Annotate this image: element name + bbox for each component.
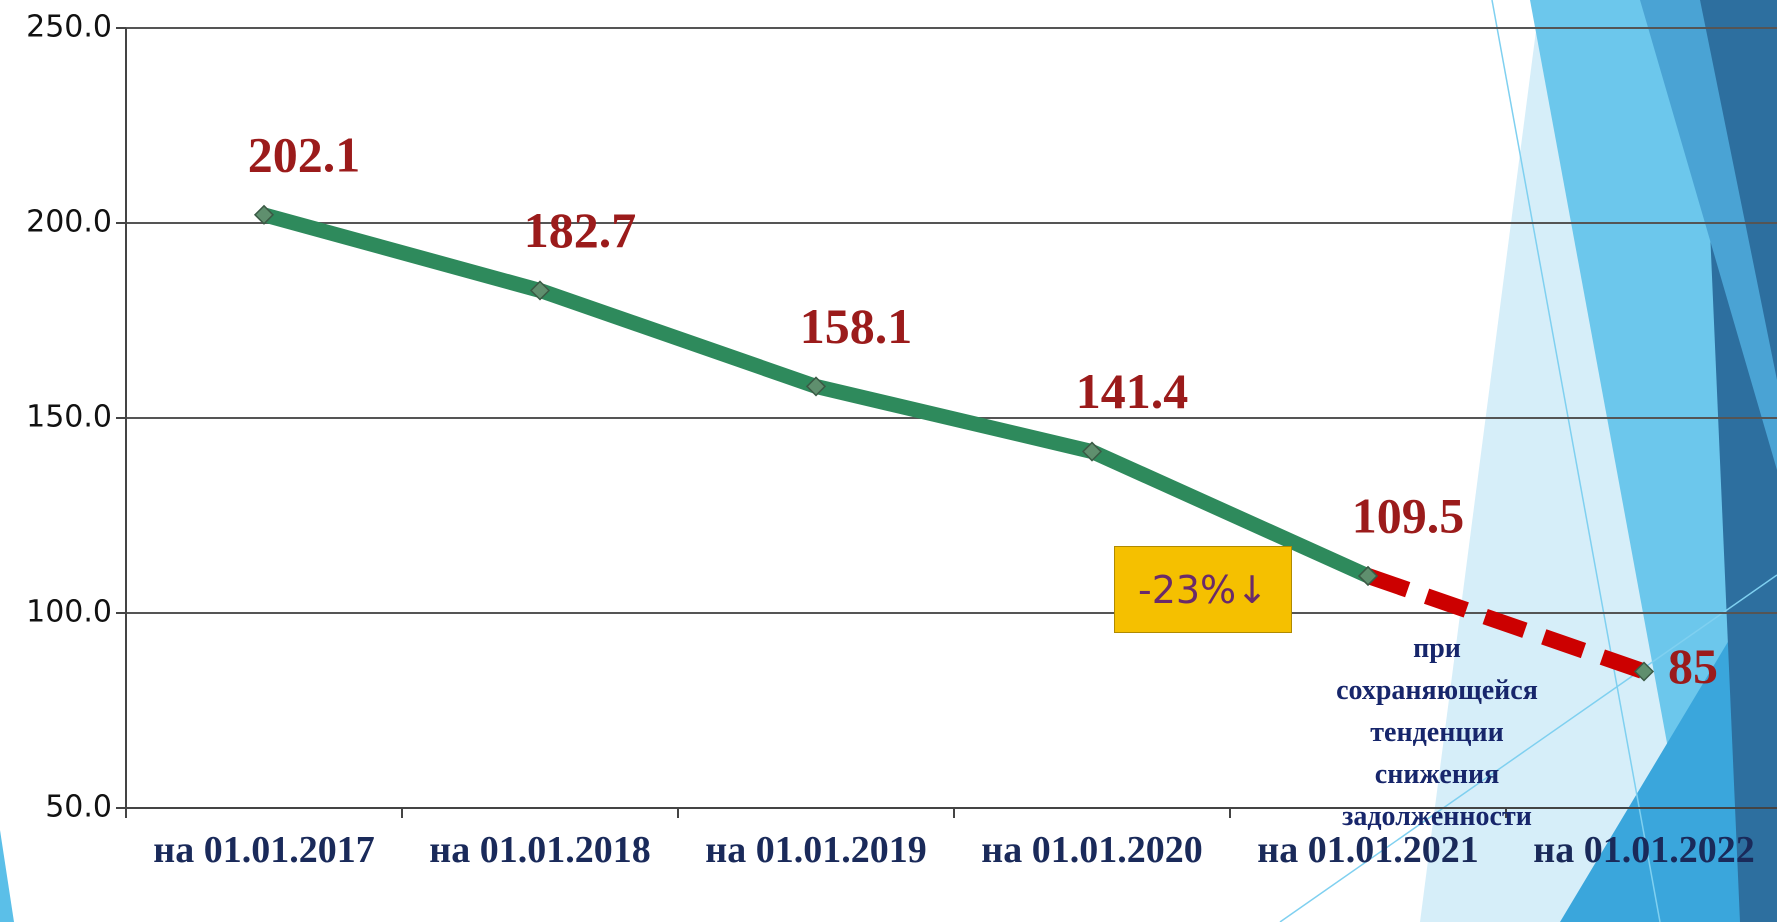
x-tick-label: на 01.01.2019 [691, 828, 941, 872]
y-tick-label: 150.0 [26, 400, 112, 435]
x-tick-label: на 01.01.2017 [139, 828, 389, 872]
trend-note: при сохраняющейся тенденции снижения зад… [1327, 628, 1547, 838]
value-label: 182.7 [524, 202, 637, 258]
y-tick-label: 50.0 [45, 790, 112, 825]
y-tick-label: 100.0 [26, 595, 112, 630]
x-tick-label: на 01.01.2021 [1243, 828, 1493, 872]
value-label: 141.4 [1076, 363, 1189, 419]
y-tick-label: 250.0 [26, 10, 112, 45]
x-tick-label: на 01.01.2020 [967, 828, 1217, 872]
value-label: 202.1 [248, 126, 361, 182]
value-label: 85 [1668, 638, 1718, 694]
x-tick-label: на 01.01.2018 [415, 828, 665, 872]
change-annotation: -23%↓ [1114, 546, 1292, 633]
page: 50.0 100.0 150.0 200.0 250.0 202.1 182.7 158.1 1… [0, 0, 1777, 922]
x-tick-label: на 01.01.2022 [1519, 828, 1769, 872]
y-tick-label: 200.0 [26, 205, 112, 240]
value-label: 109.5 [1352, 487, 1465, 543]
value-label: 158.1 [800, 298, 913, 354]
